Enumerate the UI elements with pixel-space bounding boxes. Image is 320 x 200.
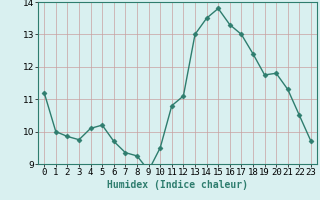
X-axis label: Humidex (Indice chaleur): Humidex (Indice chaleur) [107,180,248,190]
